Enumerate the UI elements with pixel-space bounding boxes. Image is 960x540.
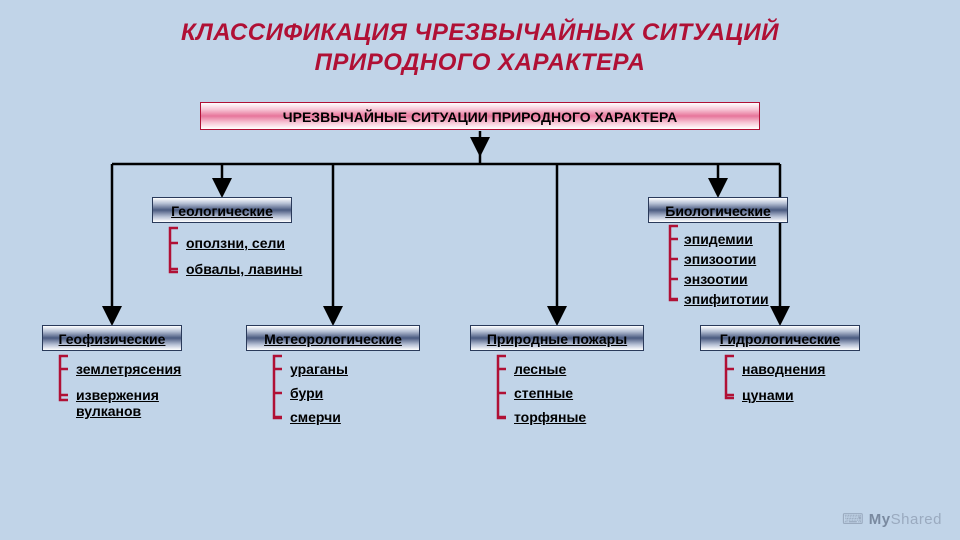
item-met-0: ураганы xyxy=(290,362,348,377)
category-geo: Геологические xyxy=(152,197,292,223)
item-bio-3: эпифитотии xyxy=(684,292,769,307)
keyboard-icon: ⌨ xyxy=(842,511,864,528)
item-met-2: смерчи xyxy=(290,410,341,425)
page-title: КЛАССИФИКАЦИЯ ЧРЕЗВЫЧАЙНЫХ СИТУАЦИЙ ПРИР… xyxy=(0,18,960,78)
item-fire-0: лесные xyxy=(514,362,566,377)
category-hyd: Гидрологические xyxy=(700,325,860,351)
item-hyd-1: цунами xyxy=(742,388,794,403)
item-hyd-0: наводнения xyxy=(742,362,825,377)
watermark-b: Shared xyxy=(891,511,942,528)
root-node: ЧРЕЗВЫЧАЙНЫЕ СИТУАЦИИ ПРИРОДНОГО ХАРАКТЕ… xyxy=(200,102,760,130)
item-bio-0: эпидемии xyxy=(684,232,753,247)
item-bio-1: эпизоотии xyxy=(684,252,756,267)
item-gphy-2: вулканов xyxy=(76,404,141,419)
watermark-a: My xyxy=(869,511,891,528)
item-geo-0: оползни, сели xyxy=(186,236,285,251)
item-bio-2: энзоотии xyxy=(684,272,748,287)
watermark: ⌨ MyShared xyxy=(842,510,942,528)
root-label: ЧРЕЗВЫЧАЙНЫЕ СИТУАЦИИ ПРИРОДНОГО ХАРАКТЕ… xyxy=(283,109,677,125)
item-fire-1: степные xyxy=(514,386,573,401)
category-met: Метеорологические xyxy=(246,325,420,351)
category-fire: Природные пожары xyxy=(470,325,644,351)
item-met-1: бури xyxy=(290,386,323,401)
title-line-2: ПРИРОДНОГО ХАРАКТЕРА xyxy=(315,49,646,76)
title-line-1: КЛАССИФИКАЦИЯ ЧРЕЗВЫЧАЙНЫХ СИТУАЦИЙ xyxy=(181,19,779,46)
item-fire-2: торфяные xyxy=(514,410,586,425)
category-bio: Биологические xyxy=(648,197,788,223)
category-gphy: Геофизические xyxy=(42,325,182,351)
item-gphy-1: извержения xyxy=(76,388,159,403)
item-gphy-0: землетрясения xyxy=(76,362,181,377)
item-geo-1: обвалы, лавины xyxy=(186,262,302,277)
connectors-layer xyxy=(0,0,960,540)
